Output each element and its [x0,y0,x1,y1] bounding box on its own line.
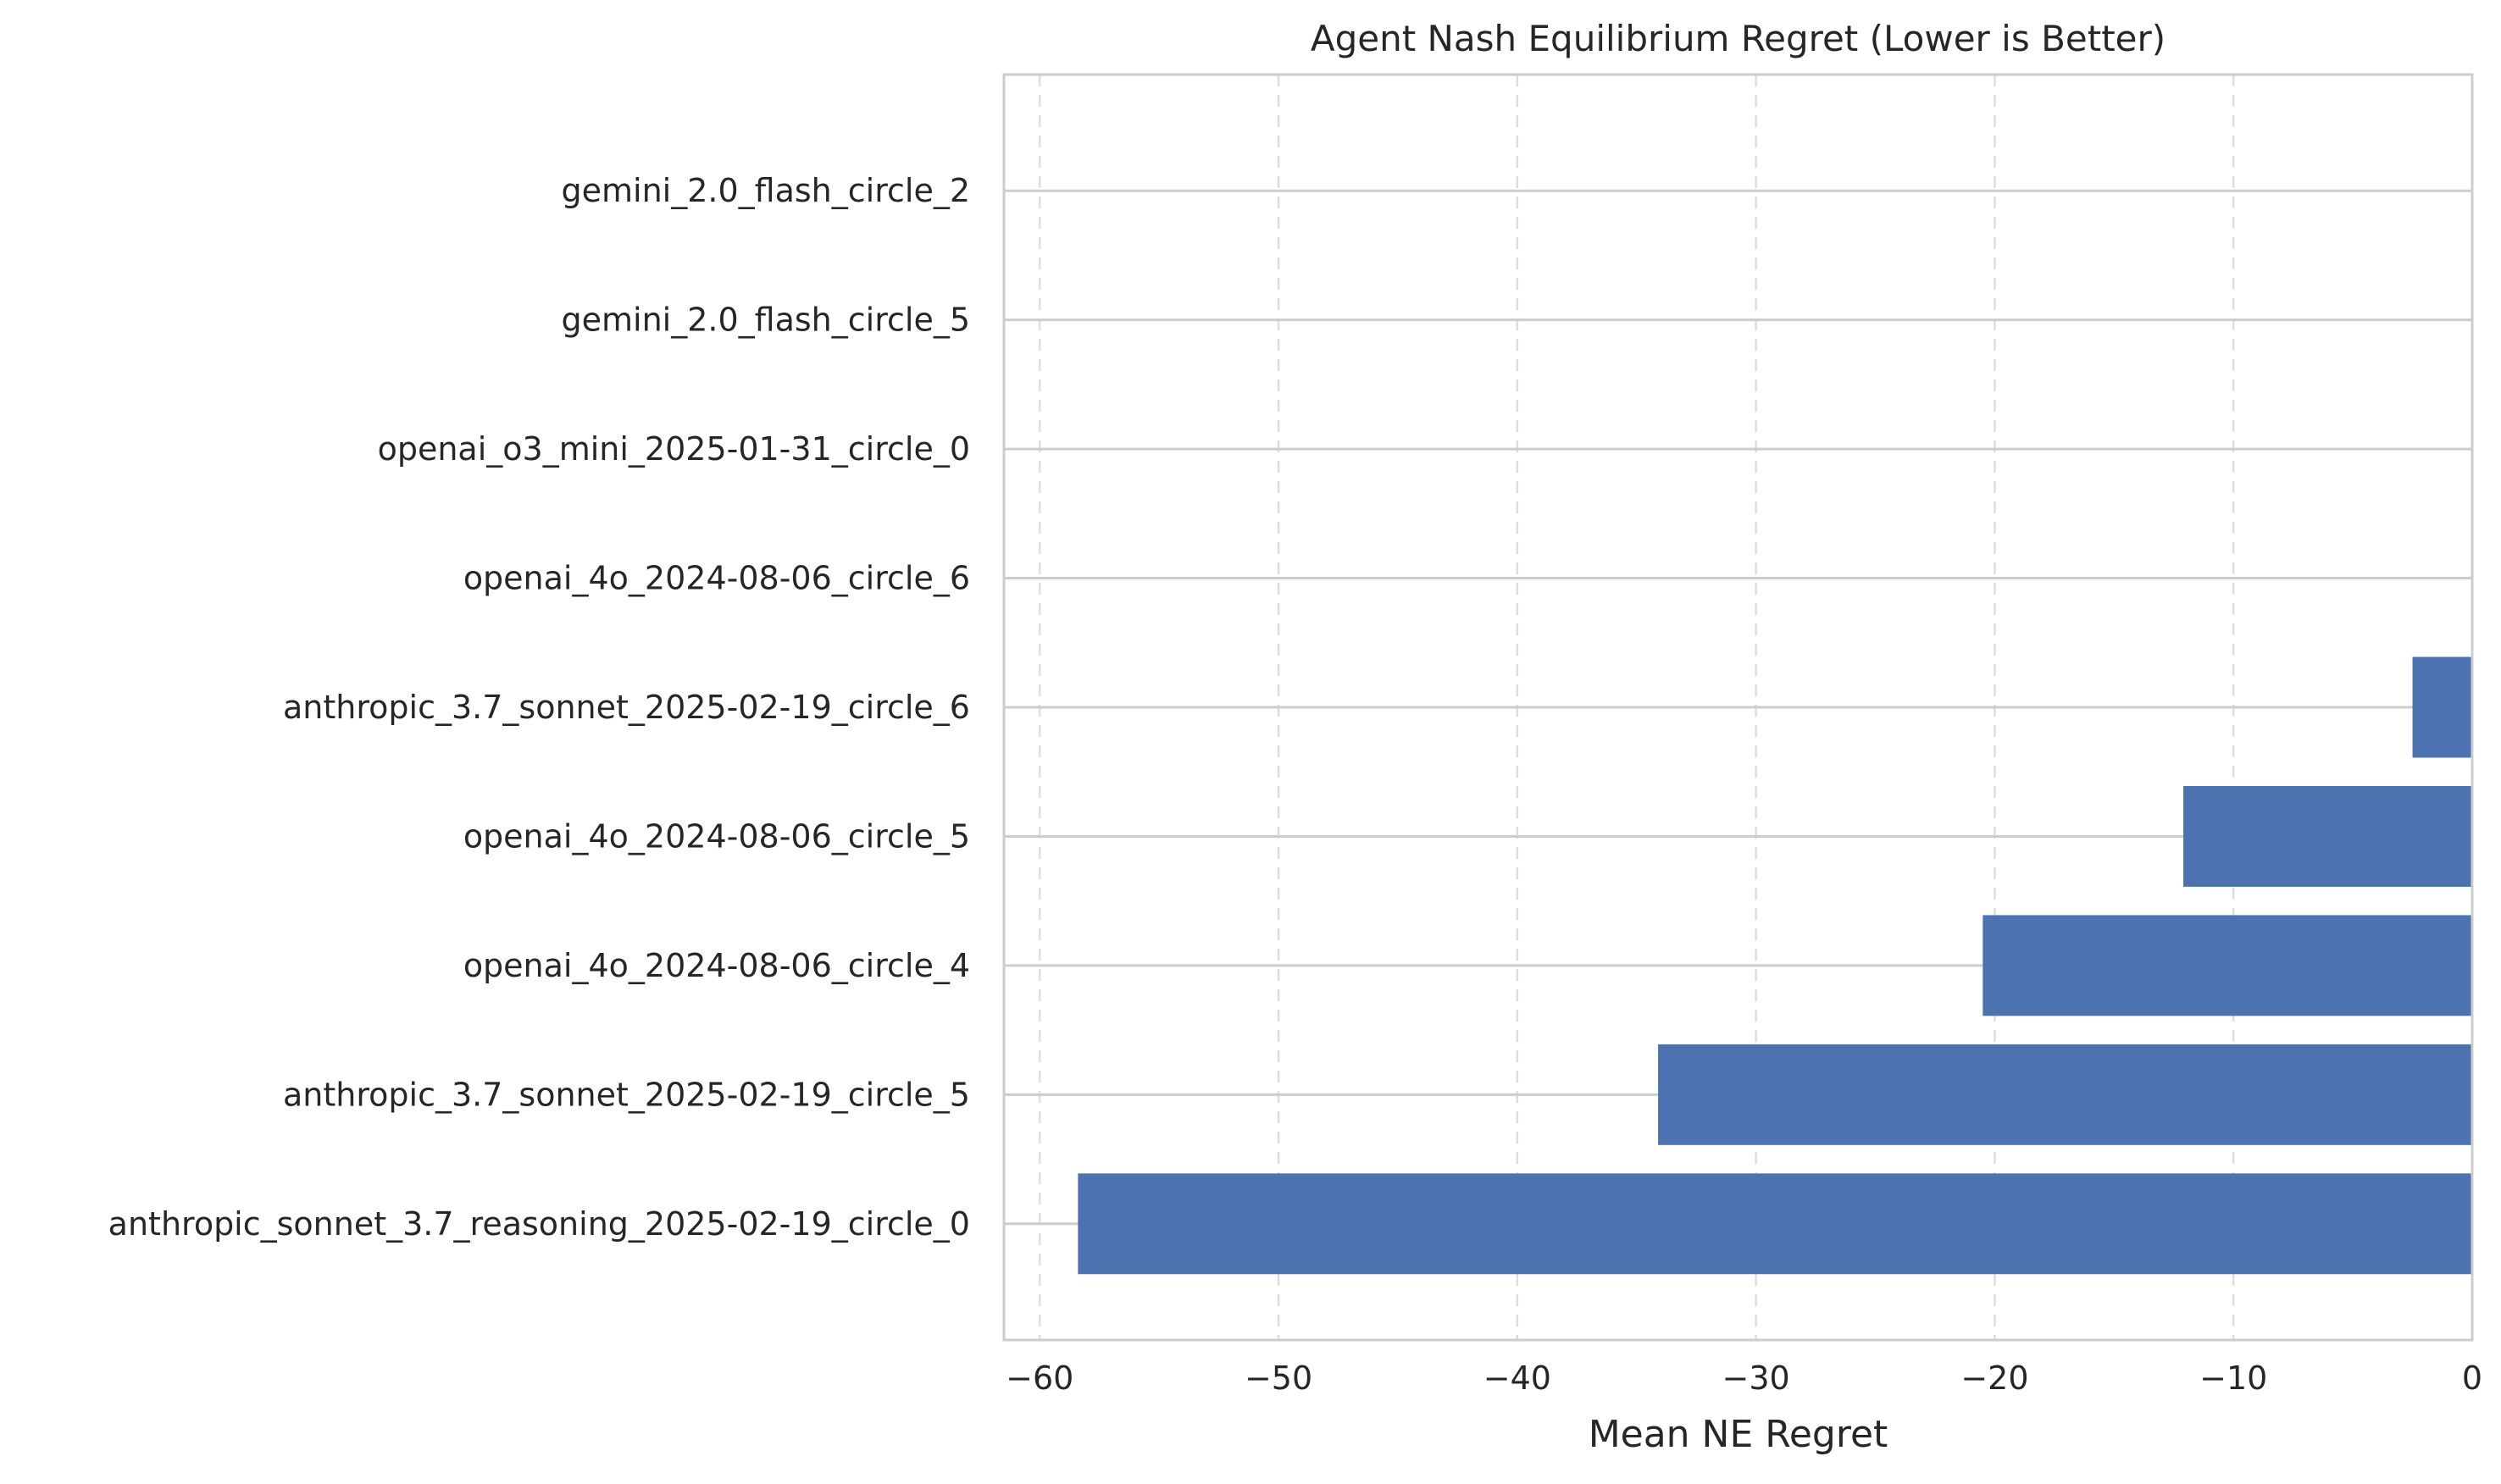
y-tick-labels: gemini_2.0_flash_circle_2 gemini_2.0_flas… [108,172,970,1243]
x-tick-labels: −60 −50 −40 −30 −20 −10 0 [1006,1359,2482,1397]
y-tick-label: openai_4o_2024-08-06_circle_4 [463,947,970,984]
y-tick-label: gemini_2.0_flash_circle_5 [562,302,971,339]
x-tick-label: −60 [1006,1359,1073,1397]
bar [2412,656,2472,758]
chart-title: Agent Nash Equilibrium Regret (Lower is … [1311,18,2166,59]
x-axis-label: Mean NE Regret [1589,1413,1888,1456]
x-tick-label: −30 [1722,1359,1790,1397]
bar [2183,785,2472,887]
x-tick-label: −40 [1483,1359,1551,1397]
x-tick-label: −20 [1960,1359,2028,1397]
y-tick-label: anthropic_3.7_sonnet_2025-02-19_circle_6 [283,689,970,726]
x-tick-label: −10 [2199,1359,2267,1397]
x-tick-label: 0 [2462,1359,2482,1397]
plot-frame [1002,73,2474,1342]
y-tick-label: openai_4o_2024-08-06_circle_6 [463,560,970,597]
y-tick-label: anthropic_3.7_sonnet_2025-02-19_circle_5 [283,1076,970,1113]
bars [1078,656,2472,1275]
y-tick-label: openai_4o_2024-08-06_circle_5 [463,817,970,855]
x-tick-label: −50 [1245,1359,1312,1397]
y-tick-label: openai_o3_mini_2025-01-31_circle_0 [378,430,970,468]
y-tick-label: anthropic_sonnet_3.7_reasoning_2025-02-1… [108,1205,970,1243]
y-tick-label: gemini_2.0_flash_circle_2 [562,172,971,209]
bar [1982,915,2472,1016]
bar [1078,1173,2472,1275]
bar [1658,1044,2472,1145]
